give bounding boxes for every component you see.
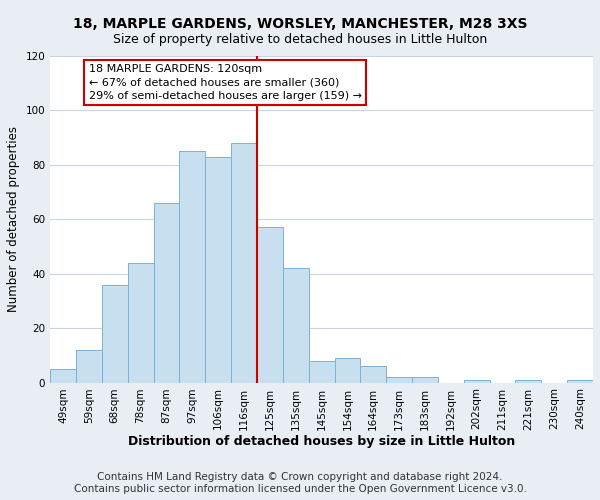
Bar xyxy=(283,268,308,382)
Bar xyxy=(76,350,102,382)
Text: Contains HM Land Registry data © Crown copyright and database right 2024.: Contains HM Land Registry data © Crown c… xyxy=(97,472,503,482)
Bar xyxy=(515,380,541,382)
Text: Size of property relative to detached houses in Little Hulton: Size of property relative to detached ho… xyxy=(113,32,487,46)
Bar xyxy=(50,369,76,382)
Text: Contains public sector information licensed under the Open Government Licence v3: Contains public sector information licen… xyxy=(74,484,526,494)
X-axis label: Distribution of detached houses by size in Little Hulton: Distribution of detached houses by size … xyxy=(128,435,515,448)
Bar xyxy=(567,380,593,382)
Bar xyxy=(205,156,231,382)
Bar xyxy=(102,284,128,382)
Bar xyxy=(361,366,386,382)
Bar xyxy=(128,263,154,382)
Bar xyxy=(412,377,438,382)
Bar xyxy=(386,377,412,382)
Bar xyxy=(257,228,283,382)
Bar xyxy=(335,358,361,382)
Bar xyxy=(154,203,179,382)
Bar xyxy=(308,360,335,382)
Text: 18, MARPLE GARDENS, WORSLEY, MANCHESTER, M28 3XS: 18, MARPLE GARDENS, WORSLEY, MANCHESTER,… xyxy=(73,18,527,32)
Y-axis label: Number of detached properties: Number of detached properties xyxy=(7,126,20,312)
Bar xyxy=(179,151,205,382)
Text: 18 MARPLE GARDENS: 120sqm
← 67% of detached houses are smaller (360)
29% of semi: 18 MARPLE GARDENS: 120sqm ← 67% of detac… xyxy=(89,64,362,100)
Bar xyxy=(231,143,257,382)
Bar xyxy=(464,380,490,382)
